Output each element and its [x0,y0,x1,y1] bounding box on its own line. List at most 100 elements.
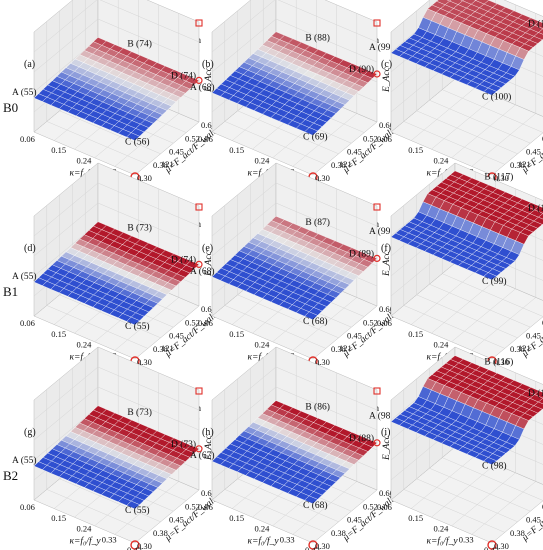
x-tick-label: 0.24 [77,156,93,166]
point-marker-top [195,203,203,211]
label-point-D: D (117) [528,388,543,399]
y-tick-label: 0.52 [185,133,200,143]
label-point-D: D (90) [349,64,374,75]
y-tick-label: 0.38 [510,528,525,538]
grid-line [33,0,98,53]
x-tick-label: 0.06 [377,318,392,328]
grid-line [431,280,496,334]
surface-cell [483,457,497,465]
grid-line [442,273,543,317]
grid-line [292,297,357,351]
y-tick-label: 0.60 [379,304,394,314]
y-tick-label: 0.30 [315,541,330,550]
panel-h: E_Acc (kJ)Low(75)Mid(80)High(85)A (67)B … [190,343,397,550]
y-tick-label: 0.45 [526,515,541,525]
label-point-D: D (73) [171,439,196,450]
label-point-D: D (119) [528,18,543,29]
y-tick-label: 0.38 [331,528,346,538]
label-point-A: A (55) [12,271,37,282]
label-point-A: A (55) [12,87,37,98]
x-tick-label: 0.42 [127,545,142,550]
label-point-D: D (74) [171,70,196,81]
grid-line [59,478,161,523]
x-tick-label: 0.15 [229,513,244,523]
grid-line [211,182,277,237]
x-tick-label: 0.33 [280,534,295,544]
x-axis-label: κ=f₀/f_y [69,351,101,362]
y-tick-label: 0.45 [169,515,184,525]
y-tick-label: 0.30 [494,357,509,367]
grid-line [99,0,200,43]
panel-i: E_Acc (kJ)Low(105)Mid(110)High(115)A (98… [369,343,543,550]
label-point-C: C (68) [303,316,328,327]
y-tick-label: 0.38 [153,528,168,538]
y-tick-label: 0.30 [494,173,509,183]
x-tick-label: 0.24 [255,340,271,350]
y-tick-label: 0.45 [347,147,362,157]
panel-tag: (c) [381,59,392,70]
label-point-A: A (98 [369,411,391,422]
grid-line [471,113,536,167]
y-tick-label: 0.60 [201,488,216,498]
y-tick-label: 0.30 [137,357,152,367]
grid-line [114,481,179,535]
grid-line [46,489,148,533]
surface-cell [126,316,140,326]
point-marker-bottom [308,540,318,550]
grid-line [292,113,357,167]
y-tick-label: 0.45 [347,515,362,525]
z-tick-label: 121 [339,159,352,169]
z-tick-label: 121 [161,343,174,353]
z-axis-label: E_Acc [204,66,214,93]
grid-line [429,283,531,328]
grid-line [292,481,357,535]
y-tick-label: 0.30 [315,173,330,183]
grid-line [97,202,200,247]
grid-line [224,121,326,165]
grid-line [97,18,200,63]
row-label-B1: B1 [3,284,18,299]
x-tick-label: 0.24 [434,340,450,350]
grid-line [237,294,339,339]
grid-line [411,271,476,325]
point-marker-bottom [130,540,140,550]
grid-line [275,202,378,247]
grid-line [33,366,99,421]
y-tick-label: 0.38 [153,344,168,354]
point-marker-top [373,203,381,211]
y-tick-label: 0.30 [494,541,509,550]
y-tick-label: 0.52 [185,317,200,327]
grid-line [211,202,277,257]
point-marker-right [195,445,203,453]
x-axis-label: κ=f₀/f_y [247,351,279,362]
point-marker-right [373,254,381,263]
x-tick-label: 0.24 [434,524,450,534]
y-tick-label: 0.45 [169,331,184,341]
y-tick-label: 0.60 [201,120,216,130]
grid-line [275,366,378,411]
label-point-C: C (55) [125,321,150,332]
surface-cell [538,213,543,220]
point-marker-top [373,387,381,395]
grid-line [275,386,378,431]
panel-f: E_Acc (kJ)Low(105)Mid(110)High(115)A (99… [369,159,543,371]
label-point-C: C (55) [125,505,150,516]
panel-tag: (d) [24,243,36,254]
x-axis-label: κ=f₀/f_y [426,351,458,362]
label-point-C: C (69) [303,131,328,142]
y-tick-label: 0.52 [363,501,378,511]
grid-line [416,294,518,339]
grid-line [33,182,99,237]
grid-line [471,481,536,535]
y-tick-label: 0.30 [315,357,330,367]
x-tick-label: 0.24 [434,156,450,166]
x-axis-label: κ=f₀/f_y [247,167,279,178]
label-point-A: A (99 [369,226,391,237]
row-label-B2: B2 [3,468,18,483]
row-label-B0: B0 [3,100,18,115]
label-point-A: A (55) [12,455,37,466]
y-tick-label: 0.38 [510,160,525,170]
x-tick-label: 0.15 [408,513,423,523]
y-tick-label: 0.45 [347,331,362,341]
